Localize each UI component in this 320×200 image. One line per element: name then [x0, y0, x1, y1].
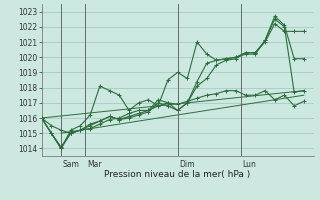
Text: Sam: Sam: [63, 160, 80, 169]
Text: Mar: Mar: [87, 160, 102, 169]
Text: Dim: Dim: [180, 160, 195, 169]
X-axis label: Pression niveau de la mer( hPa ): Pression niveau de la mer( hPa ): [104, 170, 251, 179]
Text: Lun: Lun: [243, 160, 257, 169]
